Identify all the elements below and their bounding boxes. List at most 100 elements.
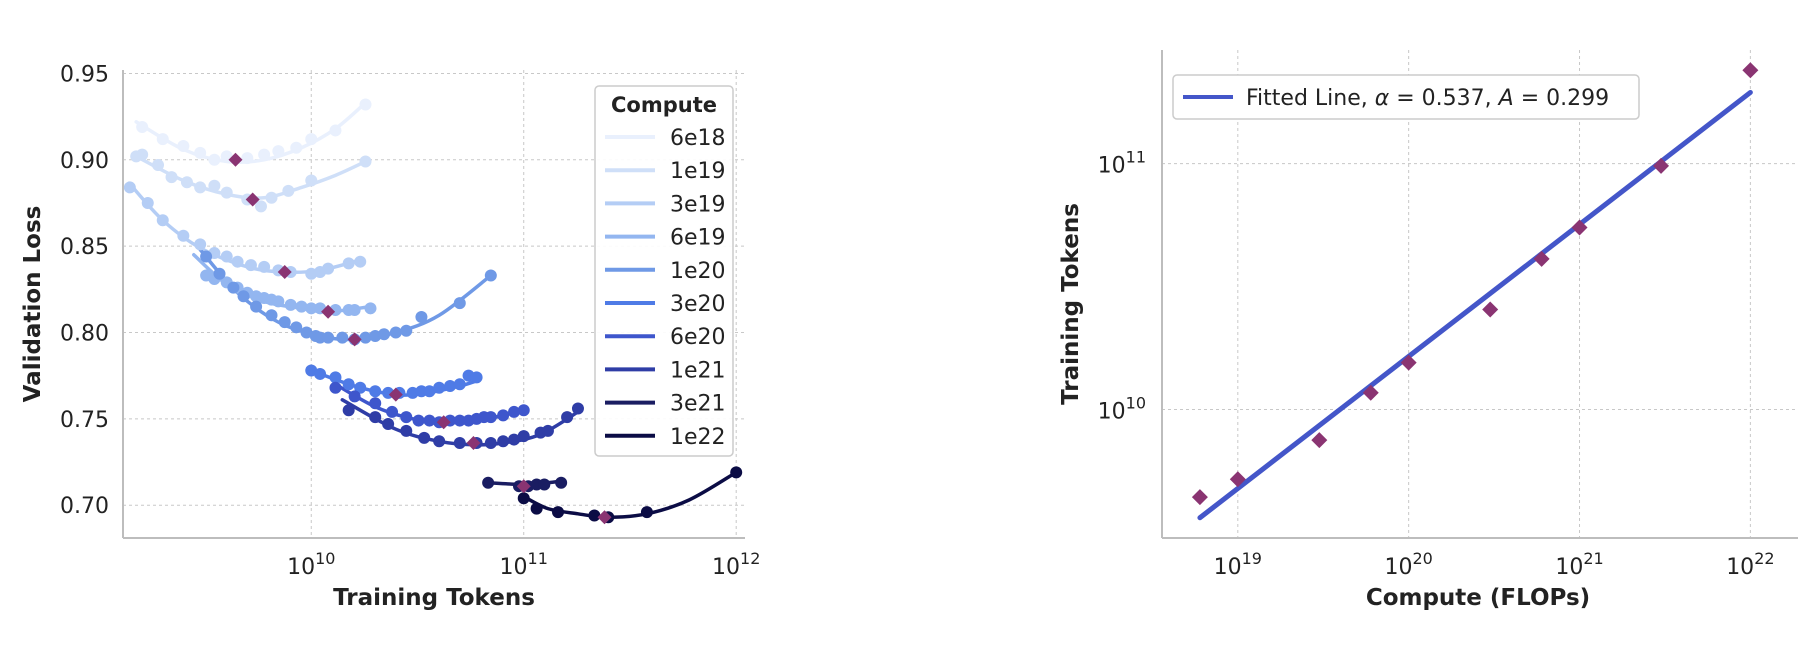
left-x-axis-label: Training Tokens: [333, 585, 535, 611]
point-1e21-13: [541, 424, 554, 437]
point-3e19-1: [141, 196, 154, 209]
compute-optimum-point-8: [1653, 157, 1670, 174]
point-1e20-1: [213, 267, 226, 280]
point-6e20-15: [508, 405, 521, 418]
optimum-3e21: [516, 479, 531, 494]
point-6e19-10: [295, 300, 308, 313]
left-optimum-markers: [228, 152, 612, 525]
point-3e21-0: [482, 476, 495, 489]
point-1e20-4: [250, 300, 263, 313]
optimum-3e19: [277, 265, 292, 280]
legend-label-3e21: 3e21: [670, 392, 726, 417]
point-6e20-9: [453, 414, 466, 427]
fit-legend-prefix: Fitted Line,: [1246, 86, 1375, 111]
point-6e20-14: [497, 409, 510, 422]
point-3e19-16: [354, 255, 367, 268]
point-6e20-2: [369, 397, 382, 410]
compute-optimum-point-6: [1533, 250, 1550, 267]
optimum-6e19: [321, 304, 336, 319]
point-1e20-5: [265, 309, 278, 322]
point-1e20-17: [389, 326, 402, 339]
legend-title: Compute: [611, 93, 717, 117]
point-6e18-1: [156, 133, 169, 146]
left-ytick-2: 0.80: [60, 321, 109, 346]
right-ytick-1-text: 1011: [1098, 148, 1146, 179]
fit-legend-box: [1172, 74, 1640, 120]
legend-label-3e20: 3e20: [670, 292, 726, 317]
point-1e21-8: [484, 437, 497, 450]
optimum-1e20: [347, 332, 362, 347]
compute-optimum-point-7: [1571, 219, 1588, 236]
point-6e20-6: [423, 414, 436, 427]
point-3e19-4: [194, 238, 207, 251]
right-xtick-3: 1022: [1726, 549, 1774, 580]
compute-optimum-point-2: [1311, 432, 1328, 449]
optimum-6e20: [436, 415, 451, 430]
point-1e21-3: [400, 424, 413, 437]
point-1e20-2: [227, 281, 240, 294]
point-3e19-8: [244, 259, 257, 272]
point-3e20-5: [369, 385, 382, 398]
point-3e21-5: [555, 476, 568, 489]
point-1e20-8: [300, 326, 313, 339]
point-1e22-2: [552, 506, 565, 519]
legend-label-1e22: 1e22: [670, 425, 726, 450]
point-1e22-1: [530, 502, 543, 515]
fit-legend-alpha-symbol: α: [1375, 86, 1390, 111]
right-optimum-points: [1191, 62, 1759, 506]
point-1e20-18: [400, 324, 413, 337]
point-1e20-6: [278, 316, 291, 329]
compute-optimum-point-0: [1191, 489, 1208, 506]
legend-label-6e18: 6e18: [670, 126, 726, 151]
compute-optimum-point-5: [1482, 301, 1499, 318]
point-6e18-7: [258, 148, 271, 161]
point-6e20-13: [484, 411, 497, 424]
right-xtick-1: 1020: [1384, 549, 1432, 580]
point-1e19-6: [208, 179, 221, 192]
point-3e20-13: [453, 378, 466, 391]
point-1e21-11: [517, 430, 530, 443]
point-1e20-7: [290, 321, 303, 334]
fitted-line: [1197, 89, 1753, 521]
left-data-points: [123, 98, 743, 524]
left-ytick-0: 0.70: [60, 494, 109, 519]
point-6e18-6: [241, 152, 254, 165]
right-gridlines: [1162, 50, 1798, 538]
point-3e19-14: [322, 262, 335, 275]
point-1e21-0: [342, 404, 355, 417]
optimum-6e18: [228, 152, 243, 167]
point-3e20-15: [470, 371, 483, 384]
point-3e19-3: [177, 229, 190, 242]
point-6e20-16: [517, 404, 530, 417]
compute-optimum-point-1: [1229, 471, 1246, 488]
left-xtick-0: 1010: [287, 549, 335, 580]
point-6e19-8: [272, 295, 285, 308]
point-6e18-0: [136, 120, 149, 133]
compute-optimum-point-4: [1400, 354, 1417, 371]
point-1e21-4: [418, 431, 431, 444]
point-3e20-11: [433, 381, 446, 394]
point-6e19-16: [364, 302, 377, 315]
optimum-1e19: [245, 192, 260, 207]
point-1e22-3: [588, 509, 601, 522]
point-6e18-9: [290, 141, 303, 154]
point-3e19-15: [342, 257, 355, 270]
fit-legend-label: Fitted Line, α = 0.537, A = 0.299: [1246, 86, 1609, 111]
point-6e18-3: [194, 146, 207, 159]
legend-label-1e19: 1e19: [670, 159, 726, 184]
point-1e20-3: [237, 290, 250, 303]
left-ytick-3: 0.85: [60, 235, 109, 260]
point-3e20-2: [329, 371, 342, 384]
fit-legend-alpha-value: = 0.537,: [1389, 86, 1498, 111]
compute-optimum-point-3: [1362, 384, 1379, 401]
point-1e20-20: [453, 297, 466, 310]
point-1e20-12: [336, 331, 349, 344]
point-3e19-9: [258, 260, 271, 273]
point-1e22-5: [640, 506, 653, 519]
legend-items: 6e18 1e19 3e19 6e19 1e20 3e20 6e20 1e21 3e21 1e22: [605, 126, 726, 450]
point-1e21-1: [369, 411, 382, 424]
left-x-tick-labels: 1010 1011 1012: [287, 549, 760, 580]
loss-vs-tokens-panel: 0.70 0.75 0.80 0.85 0.90 0.95 1010 1011 1012 Tr…: [20, 62, 760, 611]
point-1e19-13: [359, 155, 372, 168]
